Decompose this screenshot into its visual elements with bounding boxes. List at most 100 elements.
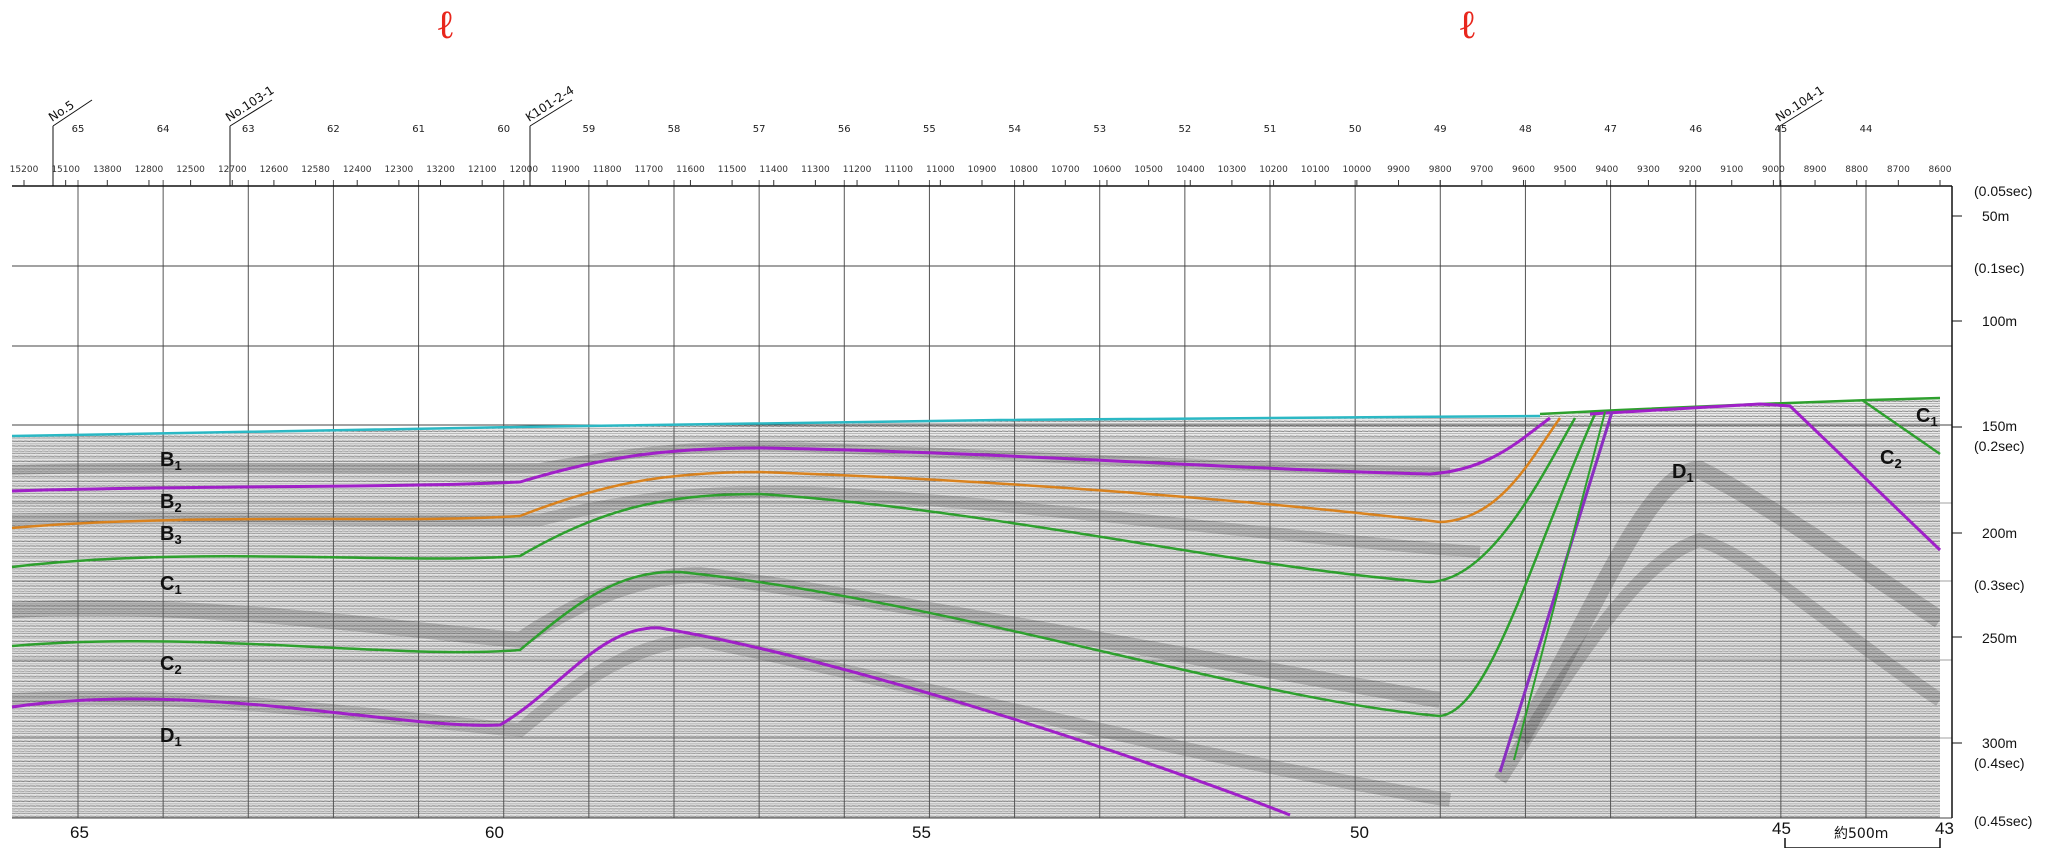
fault-line	[1498, 411, 1614, 773]
bottom-axis-label: 43	[1935, 819, 1954, 838]
station-label: 48	[1519, 124, 1532, 135]
depth-label: 200m	[1982, 525, 2017, 541]
shot-label: 11600	[676, 165, 705, 175]
shot-label: 9100	[1720, 165, 1743, 175]
well-label: No.104-1	[1773, 83, 1827, 125]
shot-label: 10000	[1343, 165, 1372, 175]
shot-label: 11300	[801, 165, 830, 175]
layer-label: B3	[160, 523, 182, 547]
station-label: 65	[72, 124, 85, 135]
depth-label: 150m	[1982, 418, 2017, 434]
station-label: 59	[582, 124, 595, 135]
shot-label: 13200	[426, 165, 455, 175]
shot-label: 11900	[551, 165, 580, 175]
shot-label: 9300	[1637, 165, 1660, 175]
shot-label: 8600	[1929, 165, 1952, 175]
horizon-b1	[11, 416, 1551, 493]
horizon-b3	[11, 417, 1577, 584]
shot-label: 11100	[884, 165, 913, 175]
station-label: 46	[1689, 124, 1702, 135]
shot-label: 9900	[1387, 165, 1410, 175]
horizon-c2-top	[11, 413, 1597, 718]
red-marker: ℓ	[1460, 1, 1475, 48]
shot-label: 12580	[301, 165, 330, 175]
station-label: 51	[1264, 124, 1277, 135]
station-label: 57	[753, 124, 766, 135]
layer-label: D1	[1672, 461, 1694, 485]
bottom-axis-label: 60	[485, 823, 504, 842]
layer-label: C2	[1880, 447, 1902, 471]
well-label: K101-2-4	[523, 83, 577, 125]
shot-label: 10500	[1134, 165, 1163, 175]
shot-label: 11700	[634, 165, 663, 175]
shot-label: 12400	[343, 165, 372, 175]
shot-label: 9800	[1429, 165, 1452, 175]
seafloor-horizon	[11, 414, 1541, 438]
shot-label: 12100	[468, 165, 497, 175]
depth-label: (0.4sec)	[1974, 755, 2025, 771]
layer-label: C2	[160, 653, 182, 677]
depth-axis-ticks	[1952, 215, 1962, 744]
shot-label: 12500	[176, 165, 205, 175]
bottom-axis-label: 55	[912, 823, 931, 842]
station-label: 55	[923, 124, 936, 135]
shot-label: 9600	[1512, 165, 1535, 175]
station-label: 64	[157, 124, 170, 135]
station-label: 63	[242, 124, 255, 135]
depth-label: (0.1sec)	[1974, 260, 2025, 276]
layer-label: B2	[160, 491, 182, 515]
reflector-bands	[12, 436, 1940, 818]
station-label: 56	[838, 124, 851, 135]
depth-label: (0.2sec)	[1974, 438, 2025, 454]
shot-label: 12000	[510, 165, 539, 175]
shot-label: 9500	[1554, 165, 1577, 175]
shot-label: 8900	[1804, 165, 1827, 175]
shot-label: 9000	[1762, 165, 1785, 175]
depth-label: (0.45sec)	[1974, 813, 2032, 829]
layer-label: C1	[1916, 405, 1938, 429]
shot-label: 10700	[1051, 165, 1080, 175]
layer-label: C1	[160, 573, 182, 597]
station-label: 61	[412, 124, 425, 135]
shot-labels: 15200 15100 13800 12800 12500 12700 12600 12580…	[10, 165, 1952, 186]
bottom-axis-label: 45	[1772, 819, 1791, 838]
horizon-b2	[11, 417, 1562, 530]
shot-label: 11500	[718, 165, 747, 175]
horizon-d1	[11, 626, 1291, 817]
shot-label: 9400	[1595, 165, 1618, 175]
shot-label: 12300	[385, 165, 414, 175]
red-marker: ℓ	[438, 1, 453, 48]
station-label: 53	[1093, 124, 1106, 135]
depth-label: 50m	[1982, 208, 2009, 224]
shot-label: 12700	[218, 165, 247, 175]
scale-bar: 約500m	[1784, 826, 1941, 848]
depth-label: 100m	[1982, 313, 2017, 329]
layer-label: B1	[160, 449, 182, 473]
shot-label: 10800	[1009, 165, 1038, 175]
shot-label: 11200	[843, 165, 872, 175]
shot-label: 11000	[926, 165, 955, 175]
shot-label: 9200	[1679, 165, 1702, 175]
water-column	[12, 186, 1940, 436]
shot-label: 9700	[1470, 165, 1493, 175]
shot-label: 8700	[1887, 165, 1910, 175]
shot-label: 11400	[759, 165, 788, 175]
station-label: 60	[497, 124, 510, 135]
station-label: 62	[327, 124, 340, 135]
station-label: 44	[1860, 124, 1873, 135]
station-label: 47	[1604, 124, 1617, 135]
depth-label: (0.05sec)	[1974, 183, 2032, 199]
shot-label: 13800	[93, 165, 122, 175]
station-label: 52	[1178, 124, 1191, 135]
station-label: 54	[1008, 124, 1021, 135]
shot-label: 11800	[593, 165, 622, 175]
shot-label: 10600	[1093, 165, 1122, 175]
depth-label: 250m	[1982, 630, 2017, 646]
shot-label: 10300	[1218, 165, 1247, 175]
bottom-axis-label: 50	[1350, 823, 1369, 842]
station-label: 58	[668, 124, 681, 135]
layer-label: D1	[160, 725, 182, 749]
horizons	[11, 396, 1942, 817]
shot-label: 10200	[1259, 165, 1288, 175]
shot-label: 8800	[1845, 165, 1868, 175]
